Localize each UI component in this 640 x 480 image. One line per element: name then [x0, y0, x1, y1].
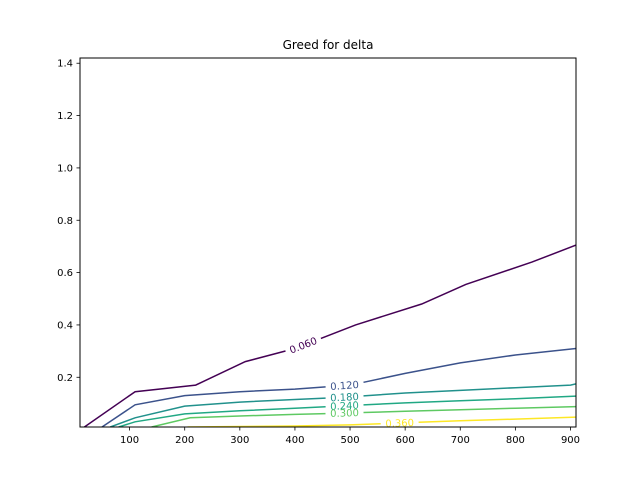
- x-tick-label: 900: [561, 435, 580, 446]
- y-tick-label: 0.2: [57, 373, 73, 384]
- plot-frame: [79, 57, 577, 428]
- contour-label-1: 0.120: [330, 380, 359, 393]
- x-tick-label: 700: [451, 435, 470, 446]
- y-tick-label: 0.8: [57, 216, 73, 227]
- x-tick-label: 800: [506, 435, 525, 446]
- contour-line-1-part-0: [101, 386, 326, 427]
- x-axis: 100 200 300 400 500 600 700 800 900: [120, 427, 580, 446]
- y-tick-label: 1.2: [57, 111, 73, 122]
- y-tick-label: 1.4: [57, 59, 73, 70]
- contour-label-0: 0.060: [288, 336, 319, 357]
- contour-label-4: 0.300: [330, 408, 359, 420]
- contour-line-1-part-1: [363, 347, 576, 384]
- contour-line-2-part-1: [363, 383, 576, 397]
- x-tick-label: 600: [396, 435, 415, 446]
- contour-line-2-part-0: [110, 397, 326, 427]
- contour-line-0-part-0: [83, 350, 286, 427]
- contour-label-3: 0.240: [330, 401, 359, 413]
- contour-line-4-part-1: [363, 405, 576, 414]
- contour-label-5: 0.360: [385, 418, 414, 430]
- contour-line-3-part-0: [118, 405, 326, 427]
- contour-label-2: 0.180: [330, 392, 359, 404]
- y-tick-label: 0.4: [57, 320, 73, 331]
- contour-line-0-part-1: [320, 244, 576, 340]
- x-tick-label: 500: [340, 435, 359, 446]
- contour-line-3-part-1: [363, 395, 576, 406]
- chart-title: Greed for delta: [283, 38, 374, 52]
- x-tick-label: 300: [230, 435, 249, 446]
- contour-line-4-part-0: [151, 412, 326, 427]
- x-tick-label: 200: [175, 435, 194, 446]
- y-tick-label: 0.6: [57, 268, 73, 279]
- y-tick-label: 1.0: [57, 163, 73, 174]
- x-tick-label: 400: [285, 435, 304, 446]
- contour-line-5-part-1: [418, 416, 576, 424]
- x-tick-label: 100: [120, 435, 139, 446]
- y-axis: 0.2 0.4 0.6 0.8 1.0 1.2 1.4: [57, 59, 80, 384]
